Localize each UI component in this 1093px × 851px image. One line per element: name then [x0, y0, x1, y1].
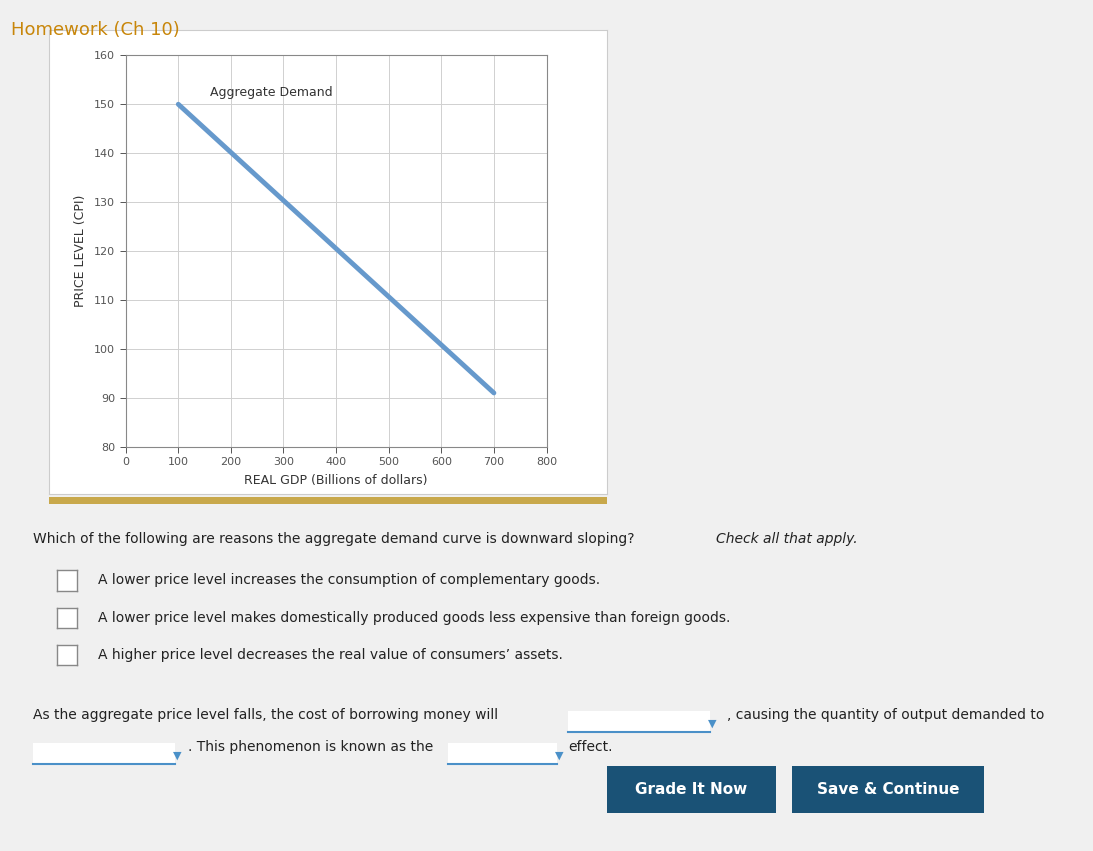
Text: Which of the following are reasons the aggregate demand curve is downward slopin: Which of the following are reasons the a… — [33, 532, 638, 545]
Text: , causing the quantity of output demanded to: , causing the quantity of output demande… — [727, 708, 1044, 722]
Text: A lower price level makes domestically produced goods less expensive than foreig: A lower price level makes domestically p… — [98, 611, 731, 625]
Text: . This phenomenon is known as the: . This phenomenon is known as the — [188, 740, 433, 754]
Text: ▼: ▼ — [173, 751, 181, 761]
Text: Aggregate Demand: Aggregate Demand — [210, 86, 332, 100]
Text: ▼: ▼ — [555, 751, 564, 761]
Text: ▼: ▼ — [708, 718, 717, 728]
X-axis label: REAL GDP (Billions of dollars): REAL GDP (Billions of dollars) — [245, 474, 427, 487]
Text: A higher price level decreases the real value of consumers’ assets.: A higher price level decreases the real … — [98, 648, 563, 662]
Text: Homework (Ch 10): Homework (Ch 10) — [11, 21, 179, 39]
Y-axis label: PRICE LEVEL (CPI): PRICE LEVEL (CPI) — [74, 195, 87, 307]
Text: A lower price level increases the consumption of complementary goods.: A lower price level increases the consum… — [98, 574, 600, 587]
Text: Check all that apply.: Check all that apply. — [716, 532, 858, 545]
Text: As the aggregate price level falls, the cost of borrowing money will: As the aggregate price level falls, the … — [33, 708, 498, 722]
Text: effect.: effect. — [568, 740, 613, 754]
Text: Save & Continue: Save & Continue — [816, 782, 960, 797]
Text: Grade It Now: Grade It Now — [635, 782, 748, 797]
